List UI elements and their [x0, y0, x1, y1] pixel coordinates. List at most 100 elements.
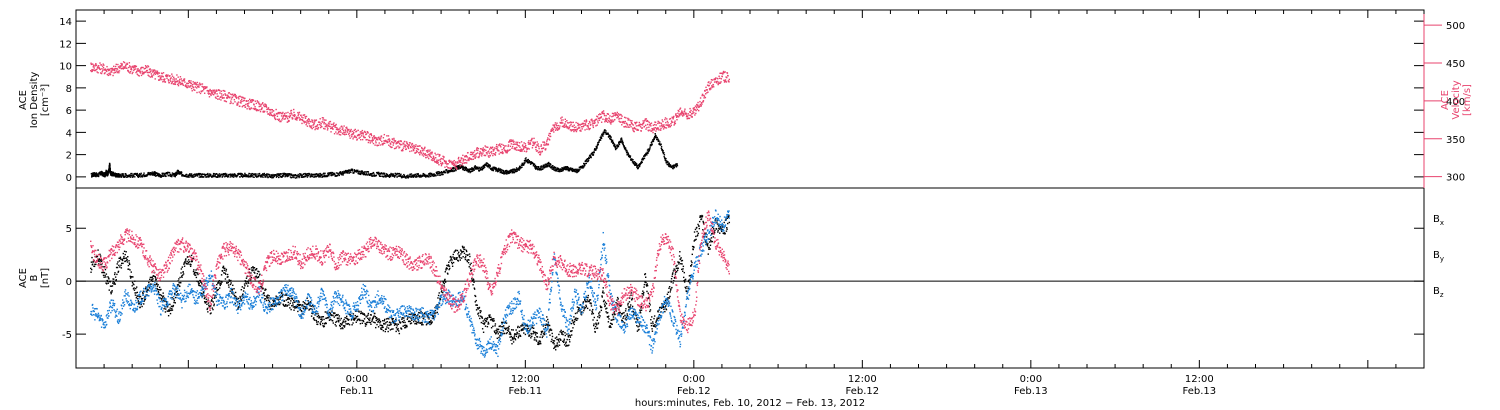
density-point	[568, 167, 570, 169]
density-point	[612, 142, 614, 145]
density-point	[626, 149, 628, 152]
velocity-point	[648, 124, 651, 126]
velocity-point	[432, 155, 435, 158]
density-point	[412, 175, 415, 177]
velocity-point	[282, 111, 284, 114]
density-point	[675, 165, 677, 167]
velocity-point	[173, 83, 175, 85]
density-point	[498, 167, 500, 170]
density-point	[353, 169, 356, 171]
density-point	[471, 170, 474, 172]
density-point	[154, 171, 156, 173]
density-point	[305, 175, 307, 178]
density-point	[433, 173, 435, 175]
velocity-point	[511, 140, 514, 142]
velocity-point	[493, 149, 495, 151]
velocity-point	[177, 80, 179, 82]
velocity-point	[113, 72, 115, 74]
density-point	[348, 172, 350, 174]
bx-point	[90, 271, 92, 273]
bx-point	[244, 285, 246, 287]
velocity-point	[652, 131, 654, 134]
bx-point	[162, 295, 165, 297]
velocity-point	[108, 72, 110, 75]
velocity-point	[508, 140, 511, 143]
velocity-point	[661, 119, 664, 121]
bx-point	[231, 288, 234, 290]
velocity-point	[510, 139, 512, 141]
velocity-point	[710, 78, 713, 81]
velocity-point	[252, 107, 254, 110]
density-point	[473, 169, 475, 171]
bx-point	[115, 279, 117, 282]
velocity-point	[443, 160, 446, 163]
velocity-point	[712, 85, 714, 88]
velocity-point	[584, 120, 586, 122]
velocity-point	[510, 143, 513, 145]
velocity-point	[238, 98, 240, 100]
density-point	[618, 142, 620, 145]
velocity-point	[552, 127, 554, 129]
density-point	[132, 176, 134, 178]
density-point	[142, 175, 144, 177]
velocity-point	[702, 100, 704, 103]
density-point	[518, 165, 521, 168]
velocity-point	[710, 81, 712, 83]
velocity-point	[464, 156, 466, 158]
velocity-point	[631, 127, 634, 129]
density-point	[159, 175, 161, 177]
density-point	[536, 166, 538, 168]
bx-point	[219, 282, 222, 284]
velocity-point	[608, 118, 611, 120]
velocity-point	[330, 127, 333, 130]
velocity-point	[162, 72, 165, 74]
density-point	[122, 173, 124, 175]
density-point	[129, 176, 132, 178]
bx-point	[203, 300, 206, 303]
bx-point	[101, 271, 103, 274]
velocity-point	[298, 116, 300, 119]
bx-point	[158, 286, 161, 289]
velocity-point	[248, 102, 250, 104]
density-point	[547, 165, 549, 168]
velocity-point	[469, 158, 471, 160]
velocity-point	[260, 108, 263, 111]
velocity-point	[297, 111, 299, 114]
density-point	[508, 172, 510, 174]
density-point	[291, 176, 293, 179]
density-point	[175, 173, 177, 176]
velocity-point	[680, 113, 682, 115]
velocity-point	[606, 119, 608, 121]
velocity-point	[608, 117, 610, 119]
velocity-point	[423, 147, 426, 150]
density-point	[338, 174, 341, 176]
velocity-point	[678, 110, 680, 112]
time-tick-label: 12:00	[848, 374, 877, 385]
bx-point	[156, 287, 158, 290]
velocity-point	[614, 118, 616, 121]
velocity-point	[598, 119, 601, 121]
density-point	[548, 163, 550, 165]
density-point	[547, 164, 549, 167]
velocity-point	[127, 70, 130, 72]
velocity-point	[718, 75, 720, 77]
bx-point	[144, 298, 147, 301]
velocity-point	[706, 92, 708, 94]
velocity-point	[447, 163, 449, 165]
velocity-point	[459, 165, 461, 167]
velocity-point	[364, 136, 366, 139]
velocity-point	[617, 113, 620, 115]
velocity-point	[441, 158, 443, 160]
velocity-point	[653, 129, 656, 131]
density-point	[260, 176, 262, 178]
bx-point	[139, 295, 142, 298]
velocity-point	[656, 127, 659, 130]
density-point	[386, 173, 389, 176]
velocity-point	[198, 82, 201, 84]
density-point	[558, 168, 560, 170]
velocity-point	[160, 75, 162, 77]
velocity-point	[383, 142, 386, 145]
bx-point	[164, 311, 167, 313]
velocity-point	[459, 159, 462, 162]
